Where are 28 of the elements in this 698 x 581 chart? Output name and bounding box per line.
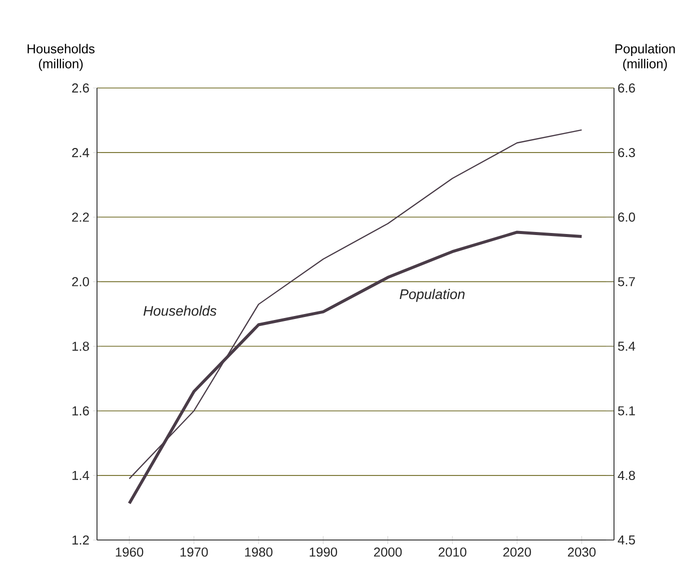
y-tick-label: 2.6 bbox=[72, 83, 89, 93]
y2-tick-label: 5.1 bbox=[618, 406, 635, 416]
x-tick-label: 1990 bbox=[310, 548, 338, 557]
y-tick-label: 1.4 bbox=[72, 470, 90, 480]
x-tick-label: 2030 bbox=[568, 548, 596, 557]
y2-tick-label: 5.7 bbox=[618, 277, 635, 286]
y2-tick-label: 4.8 bbox=[618, 470, 635, 480]
x-tick-label: 1970 bbox=[180, 548, 208, 557]
y-tick-label: 1.2 bbox=[72, 535, 89, 545]
series-label: Population bbox=[400, 288, 465, 302]
x-tick-label: 2010 bbox=[438, 548, 466, 557]
y-tick-label: 1.6 bbox=[72, 406, 89, 416]
y-tick-label: 2.0 bbox=[72, 277, 89, 286]
x-tick-label: 2000 bbox=[374, 548, 402, 557]
y-axis-title: Households (million) bbox=[28, 44, 95, 71]
y2-axis-title: Population (million) bbox=[615, 44, 675, 71]
text: Households bbox=[144, 306, 216, 316]
y2-tick-label: 5.4 bbox=[618, 342, 636, 351]
y-tick-label: 2.2 bbox=[72, 212, 89, 222]
y2-tick-label: 6.3 bbox=[618, 148, 635, 158]
y-tick-label: 2.4 bbox=[72, 148, 90, 158]
y2-tick-label: 6.0 bbox=[618, 212, 636, 222]
y-tick-label: 1.8 bbox=[72, 342, 89, 351]
y2-tick-label: 6.6 bbox=[618, 83, 635, 93]
x-tick-label: 1960 bbox=[116, 548, 144, 557]
x-tick-label: 1980 bbox=[245, 548, 272, 557]
x-tick-label: 2020 bbox=[503, 548, 531, 557]
y2-tick-label: 4.5 bbox=[618, 535, 635, 545]
